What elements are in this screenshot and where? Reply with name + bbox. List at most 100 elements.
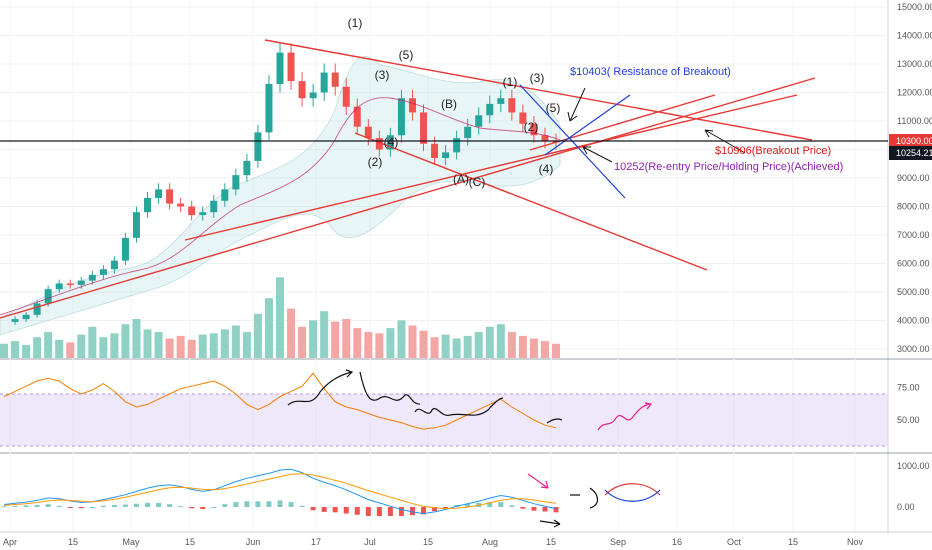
volume-bars bbox=[0, 277, 560, 358]
candle-body bbox=[530, 123, 538, 136]
macd-hist-bar bbox=[443, 507, 449, 508]
candle-body bbox=[132, 212, 140, 238]
time-tick-label: 15 bbox=[788, 537, 798, 547]
price-tick-label: 9000.00 bbox=[897, 173, 930, 183]
macd-cross-red bbox=[604, 483, 661, 496]
wave-label: (3) bbox=[375, 68, 390, 82]
volume-bar bbox=[397, 320, 406, 358]
volume-bar bbox=[66, 342, 75, 358]
volume-bar bbox=[77, 334, 86, 358]
volume-bar bbox=[99, 337, 108, 358]
macd-hist-bar bbox=[376, 507, 382, 517]
candle-body bbox=[276, 52, 284, 84]
macd-hist-bar bbox=[310, 507, 316, 511]
macd-hist-bar bbox=[343, 507, 349, 514]
macd-hist-bar bbox=[465, 503, 471, 507]
arrow-reentry bbox=[582, 146, 613, 163]
candle-body bbox=[254, 132, 262, 161]
candle-body bbox=[210, 200, 218, 213]
candle-body bbox=[199, 212, 207, 216]
rsi-scribble-1 bbox=[287, 369, 354, 406]
support-line-1 bbox=[0, 77, 816, 319]
macd-hist-bar bbox=[531, 507, 537, 511]
price-tick-label: 4000.00 bbox=[897, 316, 930, 326]
price-tick-label: 3000.00 bbox=[897, 344, 930, 354]
candle-body bbox=[166, 189, 174, 204]
wave-label: (4) bbox=[384, 135, 399, 149]
candle-body bbox=[475, 115, 483, 127]
volume-bar bbox=[364, 332, 373, 358]
volume-bar bbox=[121, 324, 130, 358]
macd-hist-bar bbox=[133, 503, 139, 507]
macd-hist-bar bbox=[1, 506, 7, 508]
candle-body bbox=[364, 126, 372, 139]
wave-label: (2) bbox=[368, 155, 383, 169]
candle-body bbox=[386, 135, 394, 150]
macd-hist-bar bbox=[432, 507, 438, 512]
volume-bar bbox=[452, 338, 461, 358]
candle-body bbox=[265, 83, 273, 133]
macd-hist-bar bbox=[56, 505, 62, 507]
macd-hist-bar bbox=[553, 507, 559, 513]
rsi-tick-label: 75.00 bbox=[897, 383, 920, 393]
rsi-scribble-4 bbox=[546, 418, 563, 424]
volume-bar bbox=[419, 330, 428, 358]
volume-bar bbox=[220, 329, 229, 358]
arrow-resistance bbox=[567, 87, 586, 122]
volume-bar bbox=[320, 311, 329, 358]
volume-bar bbox=[309, 320, 318, 358]
channel-lower-line bbox=[354, 132, 708, 271]
volume-bar bbox=[331, 321, 340, 358]
macd-hist-bar bbox=[387, 507, 393, 517]
volume-bar bbox=[187, 339, 196, 358]
volume-bar bbox=[0, 343, 8, 358]
time-tick-label: Jun bbox=[246, 537, 261, 547]
time-axis: Apr 15 May 15 Jun 17 Jul 15 Aug 15 Sep 16 Oct 15 Nov bbox=[3, 537, 864, 547]
macd-hist-bar bbox=[12, 505, 18, 507]
candle-body bbox=[397, 98, 405, 136]
moving-average bbox=[0, 97, 561, 316]
rsi-band bbox=[0, 394, 888, 446]
macd-hist-bar bbox=[222, 504, 228, 507]
time-tick-label: 17 bbox=[311, 537, 321, 547]
wave-label: (1) bbox=[503, 75, 518, 89]
volume-bar bbox=[342, 319, 351, 358]
price-axis: 15000.00 14000.00 13000.00 12000.00 11000.00… bbox=[897, 2, 932, 512]
rsi-tick-label: 50.00 bbox=[897, 415, 920, 425]
candle-body bbox=[453, 138, 461, 153]
candle-body bbox=[287, 52, 295, 82]
macd-hist-bar bbox=[122, 504, 128, 507]
macd-hist-bar bbox=[78, 507, 84, 509]
macd-hist-bar bbox=[498, 502, 504, 507]
macd-hist-bar bbox=[509, 505, 515, 507]
macd-arrow-pink bbox=[527, 473, 549, 489]
time-tick-label: 15 bbox=[68, 537, 78, 547]
macd-hist-bar bbox=[409, 507, 415, 516]
volume-bar bbox=[298, 326, 307, 358]
volume-bar bbox=[496, 324, 505, 358]
volume-bar bbox=[264, 298, 273, 358]
rsi-scribble-2 bbox=[359, 371, 421, 405]
macd-hist-bar bbox=[100, 505, 106, 507]
wave-label: (B) bbox=[441, 97, 457, 111]
volume-bar bbox=[11, 341, 20, 358]
macd-hist-bar bbox=[277, 500, 283, 507]
macd-hist-bar bbox=[200, 507, 206, 510]
macd-hist-bar bbox=[233, 502, 239, 507]
price-tick-label: 8000.00 bbox=[897, 202, 930, 212]
macd-hist-bar bbox=[89, 507, 95, 508]
macd-curve bbox=[589, 487, 599, 509]
volume-bar bbox=[198, 334, 207, 358]
macd-hist-bar bbox=[266, 501, 272, 507]
volume-bar bbox=[132, 319, 141, 358]
macd-tick-label: 0.00 bbox=[897, 502, 915, 512]
volume-bar bbox=[88, 326, 97, 358]
macd-hist-bar bbox=[365, 507, 371, 517]
time-tick-label: Oct bbox=[727, 537, 742, 547]
volume-bar bbox=[375, 333, 384, 358]
volume-bar bbox=[408, 325, 417, 358]
macd-hist-bar bbox=[67, 507, 73, 508]
macd-hist-bar bbox=[211, 507, 217, 508]
macd-hist-bar bbox=[332, 507, 338, 513]
rsi-forecast bbox=[597, 402, 653, 431]
